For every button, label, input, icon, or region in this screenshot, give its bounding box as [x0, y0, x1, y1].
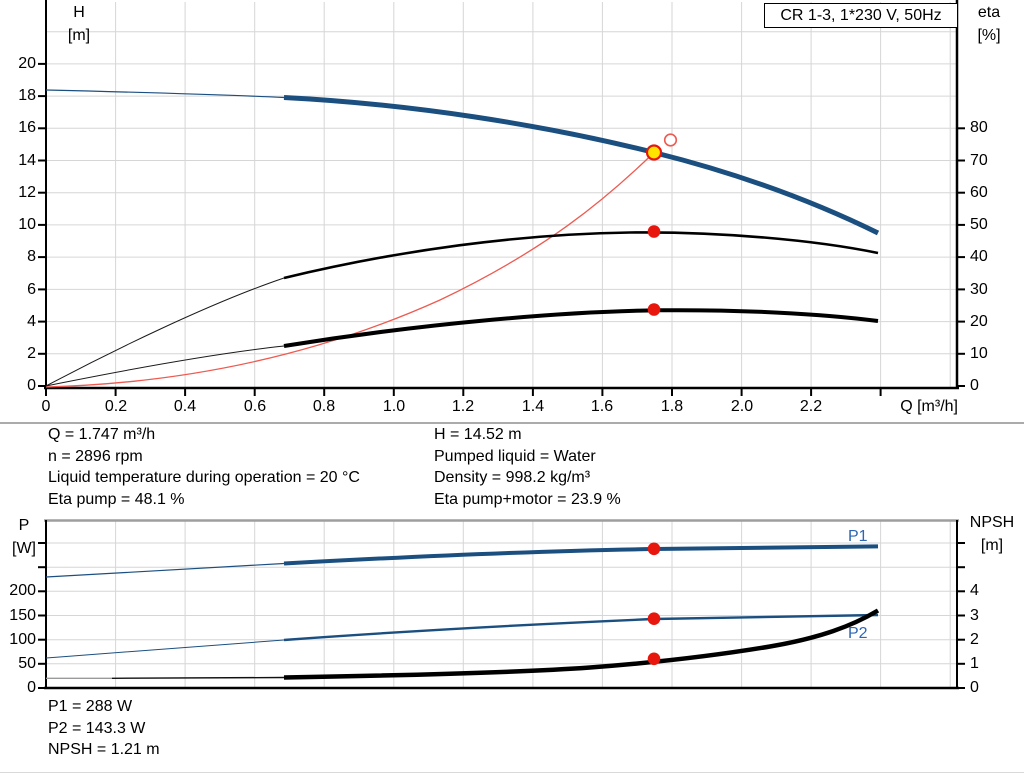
npsh-axis-title: NPSH — [969, 514, 1015, 531]
npsh-tick: 2 — [970, 631, 979, 648]
h-tick: 2 — [27, 345, 36, 362]
info-q: Q = 1.747 m³/h — [48, 426, 156, 443]
h-tick: 14 — [18, 152, 36, 169]
info-npsh: NPSH = 1.21 m — [48, 741, 160, 758]
p-axis-unit: [W] — [12, 540, 36, 557]
npsh-curve — [283, 608, 880, 680]
p1-operating-point — [647, 542, 661, 556]
info-h: H = 14.52 m — [434, 426, 522, 443]
p-tick: 150 — [9, 607, 36, 624]
pump-model-box: CR 1-3, 1*230 V, 50Hz — [764, 3, 958, 28]
p-tick: 0 — [27, 679, 36, 696]
separator-rule — [0, 422, 1024, 424]
npsh-tick: 0 — [970, 679, 979, 696]
eta-pump-curve — [283, 231, 879, 280]
q-tick: 0 — [41, 398, 51, 415]
eta-pump-motor-operating-point — [647, 303, 661, 316]
info-eta-pump-motor: Eta pump+motor = 23.9 % — [434, 491, 621, 508]
h-axis-unit: [m] — [67, 27, 91, 44]
h-tick: 12 — [18, 184, 36, 201]
npsh-axis-unit: [m] — [980, 537, 1004, 554]
q-tick: 0.6 — [243, 398, 267, 415]
top-chart-axes — [44, 0, 959, 390]
eta-tick: 50 — [970, 216, 988, 233]
h-tick: 16 — [18, 119, 36, 136]
eta-axis-title: eta — [977, 4, 1001, 21]
npsh-operating-point — [647, 652, 661, 666]
q-tick: 1.8 — [660, 398, 684, 415]
eta-tick: 30 — [970, 281, 988, 298]
h-tick: 18 — [18, 87, 36, 104]
npsh-tick: 1 — [970, 655, 979, 672]
q-tick: 1.2 — [451, 398, 475, 415]
npsh-tick: 3 — [970, 607, 979, 624]
p2-operating-point — [647, 612, 661, 625]
eta-pump-curve-thin — [45, 277, 285, 387]
q-tick: 0.8 — [312, 398, 336, 415]
bottom-rule — [0, 772, 1024, 773]
p2-curve — [283, 613, 879, 642]
pump-curve — [283, 95, 880, 236]
eta-tick: 40 — [970, 248, 988, 265]
p-tick: 100 — [9, 631, 36, 648]
info-liquid: Pumped liquid = Water — [434, 448, 596, 465]
p1-curve-thin — [45, 562, 285, 578]
h-tick: 6 — [27, 281, 36, 298]
eta-tick: 10 — [970, 345, 988, 362]
h-tick: 20 — [18, 55, 36, 72]
info-p1: P1 = 288 W — [48, 698, 133, 715]
info-eta-pump: Eta pump = 48.1 % — [48, 491, 185, 508]
p2-curve-label: P2 — [848, 625, 868, 642]
eta-tick: 70 — [970, 152, 988, 169]
top-chart-ticks — [38, 62, 965, 396]
p2-curve-thin — [45, 639, 285, 659]
eta-pump-operating-point — [647, 225, 661, 238]
eta-tick: 60 — [970, 184, 988, 201]
q-tick: 2.0 — [730, 398, 754, 415]
eta-tick: 20 — [970, 313, 988, 330]
h-tick: 0 — [27, 377, 36, 394]
npsh-curve-thin — [111, 676, 285, 679]
info-temp: Liquid temperature during operation = 20… — [48, 469, 360, 486]
p-tick: 50 — [18, 655, 36, 672]
bottom-chart-ticks — [38, 542, 965, 689]
bottom-chart-axes — [44, 519, 959, 690]
p-axis-title: P — [18, 517, 30, 534]
q-tick: 1.4 — [521, 398, 545, 415]
h-tick: 4 — [27, 313, 36, 330]
info-n: n = 2896 rpm — [48, 448, 143, 465]
q-tick: 0.4 — [173, 398, 197, 415]
eta-tick: 80 — [970, 119, 988, 136]
p1-curve-label: P1 — [848, 528, 868, 545]
eta-tick: 0 — [970, 377, 979, 394]
npsh-tick: 4 — [970, 582, 979, 599]
eta-pump-motor-curve — [283, 308, 879, 348]
h-tick: 10 — [18, 216, 36, 233]
system-curve — [45, 152, 655, 388]
requested-duty-point-marker — [663, 133, 678, 147]
q-tick: 1.6 — [590, 398, 614, 415]
eta-pump-motor-curve-thin — [45, 345, 285, 387]
p-tick: 200 — [9, 582, 36, 599]
q-tick: 1.0 — [382, 398, 406, 415]
h-axis-title: H — [73, 4, 85, 21]
p1-curve — [283, 544, 879, 566]
pump-curve-thin — [45, 89, 285, 99]
info-p2: P2 = 143.3 W — [48, 720, 146, 737]
q-tick: 0.2 — [104, 398, 128, 415]
info-density: Density = 998.2 kg/m³ — [434, 469, 591, 486]
eta-axis-unit: [%] — [977, 27, 1001, 44]
duty-point-marker — [645, 144, 663, 161]
q-tick: 2.2 — [799, 398, 823, 415]
h-tick: 8 — [27, 248, 36, 265]
q-axis-title: Q [m³/h] — [900, 398, 958, 415]
top-chart-grid — [46, 2, 957, 387]
